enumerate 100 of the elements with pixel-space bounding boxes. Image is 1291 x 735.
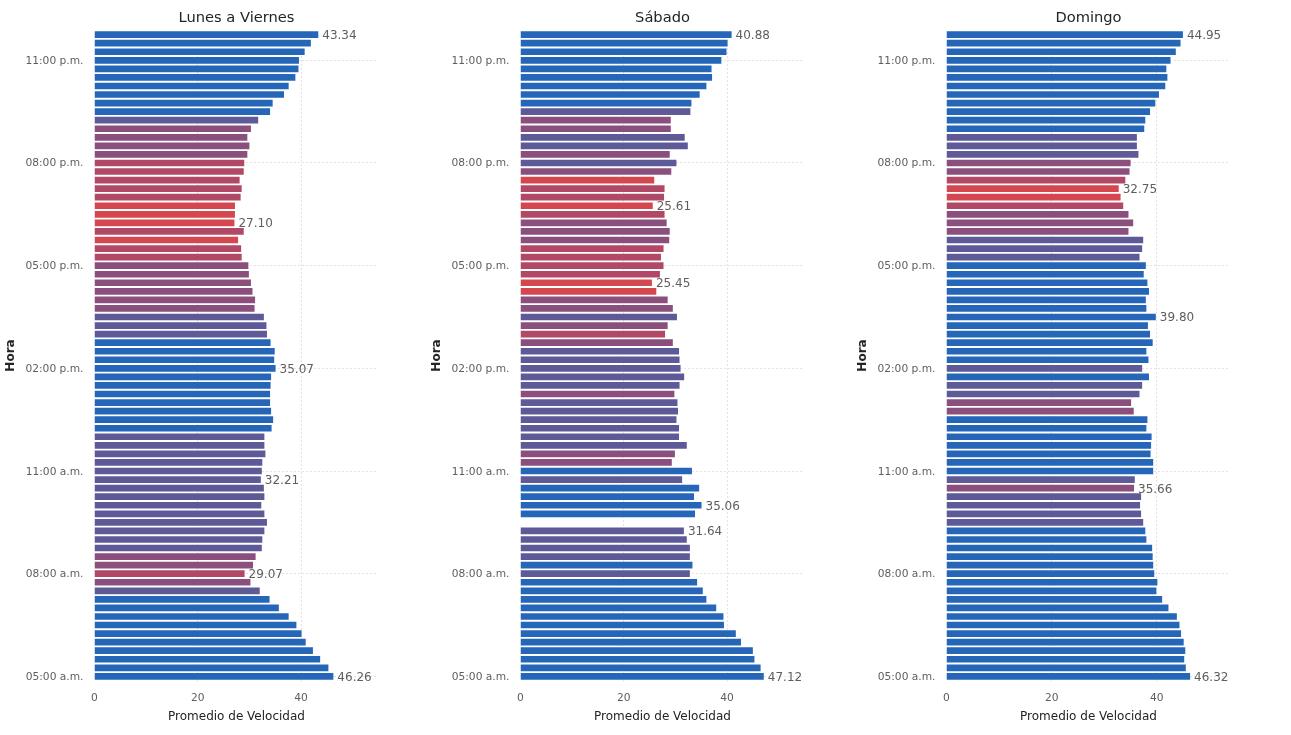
bar bbox=[946, 613, 1177, 620]
bar bbox=[94, 604, 279, 612]
bar bbox=[520, 450, 675, 458]
bar bbox=[946, 296, 1146, 304]
bar bbox=[946, 484, 1135, 492]
bar bbox=[520, 399, 678, 406]
bar bbox=[946, 193, 1121, 201]
bar bbox=[520, 185, 665, 192]
y-tick-label: 02:00 p.m. bbox=[25, 361, 84, 375]
x-axis-title: Promedio de Velocidad bbox=[1020, 708, 1157, 723]
bar bbox=[520, 270, 660, 278]
data-label: 40.88 bbox=[735, 28, 770, 43]
bar bbox=[520, 245, 664, 252]
bar bbox=[946, 450, 1151, 458]
bar bbox=[94, 578, 251, 586]
bar bbox=[520, 527, 684, 535]
bar bbox=[520, 108, 691, 115]
bar bbox=[94, 245, 242, 252]
data-label: 39.80 bbox=[1159, 310, 1195, 325]
bar bbox=[94, 596, 270, 603]
bar bbox=[946, 142, 1137, 150]
bar bbox=[520, 493, 694, 501]
bar bbox=[94, 322, 267, 329]
bar bbox=[94, 125, 251, 133]
bar bbox=[94, 519, 267, 526]
bar bbox=[520, 219, 667, 227]
bar bbox=[94, 228, 244, 235]
bar bbox=[94, 621, 297, 629]
bar bbox=[946, 65, 1167, 73]
bar bbox=[946, 630, 1182, 637]
bar bbox=[94, 476, 261, 483]
y-tick-label: 05:00 a.m. bbox=[25, 669, 84, 683]
x-tick-label: 20 bbox=[190, 690, 205, 704]
bar bbox=[94, 151, 248, 158]
bar bbox=[520, 544, 690, 552]
bar bbox=[94, 647, 313, 655]
bar bbox=[946, 330, 1151, 338]
bar bbox=[520, 416, 677, 424]
data-label: 25.61 bbox=[656, 199, 692, 214]
bar bbox=[946, 390, 1140, 398]
bar bbox=[520, 459, 672, 466]
x-tick-label: 0 bbox=[943, 690, 951, 704]
bar bbox=[94, 236, 239, 244]
bar bbox=[94, 544, 262, 552]
bar bbox=[946, 74, 1168, 81]
x-tick-label: 20 bbox=[616, 690, 631, 704]
bar bbox=[94, 390, 271, 398]
bar bbox=[946, 185, 1119, 192]
bar bbox=[94, 373, 272, 381]
bar bbox=[946, 82, 1166, 90]
bar bbox=[520, 638, 741, 646]
bar bbox=[94, 185, 242, 192]
bar bbox=[94, 613, 289, 620]
bar bbox=[946, 236, 1144, 244]
y-tick-label: 08:00 a.m. bbox=[451, 567, 510, 581]
data-label: 43.34 bbox=[322, 28, 357, 43]
bar bbox=[520, 31, 732, 38]
chart-title: Sábado bbox=[635, 7, 690, 25]
bar bbox=[520, 553, 690, 560]
bar bbox=[946, 253, 1140, 261]
bar bbox=[94, 570, 245, 578]
bar bbox=[520, 630, 736, 637]
bar bbox=[520, 91, 700, 98]
bar bbox=[946, 202, 1124, 210]
data-label: 27.10 bbox=[238, 216, 273, 231]
bar bbox=[94, 407, 272, 415]
bar bbox=[946, 493, 1142, 501]
bar bbox=[520, 262, 664, 269]
bar bbox=[946, 168, 1130, 175]
bar bbox=[94, 202, 235, 210]
bar bbox=[94, 253, 242, 261]
bar bbox=[946, 459, 1154, 466]
y-axis-title: Hora bbox=[429, 339, 444, 372]
y-tick-label: 08:00 p.m. bbox=[877, 156, 936, 170]
bar bbox=[94, 99, 273, 107]
bar bbox=[94, 442, 265, 449]
x-tick-label: 40 bbox=[294, 690, 309, 704]
bar bbox=[946, 287, 1149, 295]
bar bbox=[520, 168, 672, 175]
bar bbox=[520, 296, 668, 304]
data-label: 35.07 bbox=[279, 361, 314, 376]
bar bbox=[520, 228, 670, 235]
bar bbox=[946, 56, 1171, 64]
bar bbox=[946, 210, 1129, 218]
bar bbox=[520, 613, 724, 620]
x-tick-label: 20 bbox=[1044, 690, 1059, 704]
bar bbox=[520, 313, 677, 321]
x-tick-label: 40 bbox=[720, 690, 735, 704]
bar bbox=[946, 467, 1154, 475]
y-axis-title: Hora bbox=[3, 339, 18, 372]
bar bbox=[94, 587, 260, 595]
y-tick-label: 05:00 p.m. bbox=[451, 259, 510, 273]
y-tick-label: 11:00 a.m. bbox=[877, 464, 936, 478]
bar bbox=[94, 553, 256, 560]
bar bbox=[946, 536, 1147, 543]
bar bbox=[94, 91, 285, 98]
bar bbox=[94, 561, 254, 569]
bar bbox=[946, 647, 1186, 655]
bar bbox=[946, 544, 1153, 552]
bar bbox=[520, 330, 666, 338]
